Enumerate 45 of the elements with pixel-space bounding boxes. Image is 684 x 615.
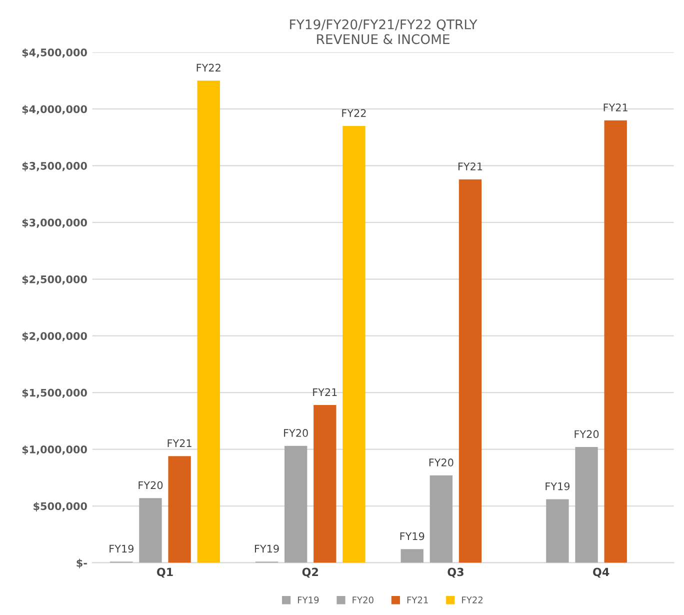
x-tick-label: Q1 [156, 568, 173, 578]
bar [575, 447, 598, 563]
chart-title: FY19/FY20/FY21/FY22 QTRLY REVENUE & INCOME [290, 19, 478, 44]
legend-label: FY20 [352, 596, 374, 604]
legend-label: FY21 [407, 596, 428, 604]
bar [197, 80, 220, 563]
data-label: FY20 [574, 430, 599, 438]
data-label: FY20 [284, 429, 308, 437]
bar [168, 456, 191, 563]
x-tick-label: Q3 [448, 568, 464, 578]
data-label: FY22 [196, 64, 220, 72]
bar [400, 549, 424, 563]
data-label: FY21 [168, 439, 192, 447]
x-tick-label: Q2 [302, 568, 318, 578]
y-tick-label: $2,000,000 [22, 332, 87, 342]
y-tick-label: $4,000,000 [22, 105, 87, 114]
y-tick-label: $- [76, 558, 87, 568]
data-label: FY19 [400, 532, 424, 540]
x-tick-label: Q4 [593, 568, 610, 578]
data-label: FY22 [342, 109, 366, 117]
data-label: FY20 [138, 481, 163, 490]
bar [430, 475, 453, 563]
data-label: FY19 [110, 544, 134, 553]
bar [458, 179, 482, 563]
bar [314, 405, 336, 563]
data-label: FY21 [313, 388, 337, 396]
bar [139, 498, 162, 563]
y-tick-label: $4,500,000 [22, 48, 87, 58]
y-tick-label: $500,000 [34, 502, 87, 512]
bar [284, 446, 308, 563]
data-label: FY21 [604, 103, 628, 112]
data-label: FY21 [458, 162, 482, 170]
y-tick-label: $1,000,000 [22, 445, 87, 455]
y-tick-label: $3,000,000 [22, 218, 87, 228]
legend-label: FY19 [298, 596, 319, 604]
bar [342, 126, 366, 563]
data-label: FY20 [429, 458, 454, 466]
bar [546, 499, 569, 563]
bar [604, 120, 627, 563]
y-tick-label: $3,500,000 [22, 162, 87, 172]
y-tick-label: $1,500,000 [22, 388, 87, 398]
data-label: FY19 [546, 482, 570, 490]
y-tick-label: $2,500,000 [22, 275, 87, 285]
legend-label: FY22 [462, 596, 482, 604]
data-label: FY19 [254, 544, 279, 553]
